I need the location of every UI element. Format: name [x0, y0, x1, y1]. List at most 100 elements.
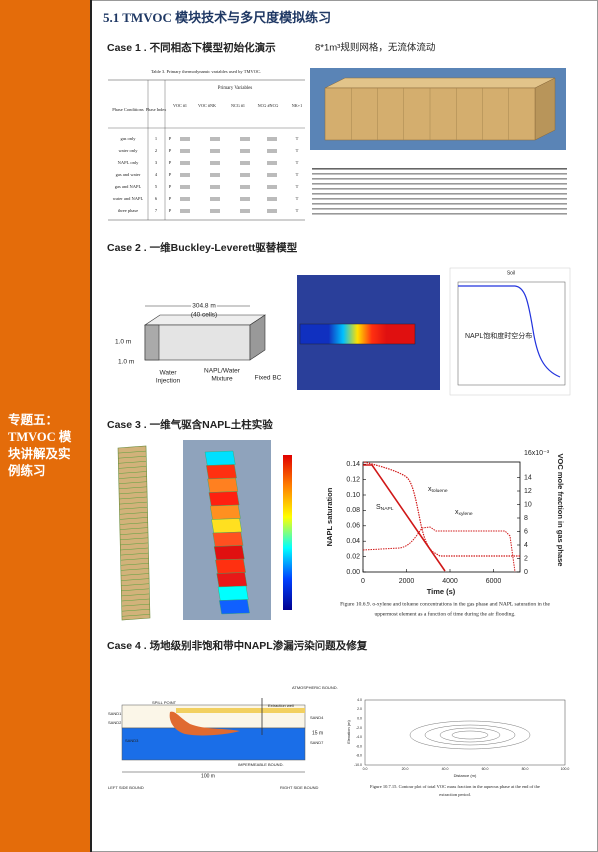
- table-cell: T: [296, 172, 299, 177]
- x-tick-label: 80.0: [522, 767, 529, 771]
- diagram-label: RIGHT SIDE BOUND: [280, 785, 318, 790]
- curve-xylene: [362, 526, 516, 573]
- table-cell: three phase: [118, 208, 138, 213]
- table-symbol: [180, 137, 190, 141]
- y-tick-label: -10.0: [354, 763, 362, 767]
- y-tick-label: 4.0: [357, 698, 362, 702]
- color-bar: [283, 455, 292, 610]
- case-note: 8*1m³规则网格，无流体流动: [315, 42, 435, 54]
- grid-top: [324, 77, 556, 89]
- curve-label-main: x: [455, 509, 459, 516]
- soil-layer: [120, 547, 149, 551]
- table-cell: NAPL only: [118, 160, 139, 165]
- soil-layer: [121, 583, 150, 586]
- soil-layer: [118, 466, 147, 469]
- diagram-label: Injection: [156, 378, 181, 385]
- soil-layer: [120, 568, 149, 571]
- table-symbol: [180, 161, 190, 165]
- diagram-label: 304.8 m: [192, 303, 216, 310]
- diagram-label: NAPL/Water: [204, 368, 241, 375]
- table-cell: 5: [155, 184, 158, 189]
- y-tick-label: 0.08: [346, 507, 360, 514]
- table-cell: P: [169, 136, 172, 141]
- table-symbol: [267, 161, 277, 165]
- figure-caption: Figure 10.7.15. Contour plot of total VO…: [370, 784, 540, 789]
- table-symbol: [210, 185, 220, 189]
- diagram-label: IMPERMEABLE BOUND.: [238, 762, 284, 767]
- table-symbol: [240, 209, 250, 213]
- diagram-label: SAND4: [310, 715, 324, 720]
- table-cell: T: [296, 184, 299, 189]
- plot-title: Soil: [507, 270, 515, 276]
- soil-curve: [458, 285, 561, 378]
- soil-layer: [119, 517, 148, 520]
- saturation-strip: [299, 323, 416, 345]
- diagram-label: (40 cells): [191, 312, 217, 319]
- column-cell: [219, 599, 250, 615]
- curve-label: xxylene: [455, 509, 473, 518]
- soil-layer: [120, 537, 149, 541]
- curve-toluene: [363, 461, 520, 557]
- y-axis-label: Elevation (m): [346, 720, 351, 744]
- table-symbol: [267, 173, 277, 177]
- column-cell: [215, 558, 246, 574]
- table-symbol: [267, 209, 277, 213]
- soil-layer: [121, 593, 150, 597]
- soil-layer: [119, 501, 148, 505]
- plot-note: NAPL饱和度时空分布: [465, 331, 532, 340]
- diagram-label: SAND1: [108, 711, 122, 716]
- contour-line: [409, 720, 531, 750]
- column-cell: [213, 545, 245, 561]
- table-cell: T: [296, 160, 299, 165]
- diagram-label: 1.0 m: [118, 359, 134, 366]
- soil-layer: [118, 461, 147, 464]
- table-subheader: NK+1: [292, 103, 303, 108]
- diagram-label: ATMOSPHERIC BOUND.: [292, 685, 338, 690]
- figure-caption: uppermost element as a function of time …: [375, 610, 517, 617]
- column-cell: [206, 464, 237, 480]
- soil-layer: [118, 450, 147, 454]
- table-cell: 6: [155, 196, 158, 201]
- x-tick-label: 6000: [486, 578, 502, 585]
- output-row: [312, 168, 567, 170]
- curve-label-main: S: [376, 504, 381, 511]
- table-cell: T: [296, 148, 299, 153]
- output-row: [312, 213, 567, 215]
- napl-plume: [169, 711, 240, 736]
- output-row: [312, 198, 567, 200]
- table-subheader: VOC #1: [173, 103, 187, 108]
- table-header: Primary Variables: [218, 86, 253, 91]
- y-tick-label: 0.04: [346, 538, 360, 545]
- diagram-label: 100 m: [201, 773, 215, 779]
- output-row: [312, 208, 567, 210]
- diagram-label: SAND3: [125, 738, 139, 743]
- curve-label-sub: toluene: [432, 488, 448, 494]
- table-symbol: [240, 197, 250, 201]
- soil-layer: [121, 614, 150, 617]
- y-tick-label: -4.0: [356, 735, 362, 739]
- table-symbol: [180, 173, 190, 177]
- x-tick-label: 60.0: [482, 767, 489, 771]
- table-symbol: [240, 149, 250, 153]
- column-cell: [208, 491, 240, 507]
- diagram-label: Extraction well: [268, 703, 294, 708]
- output-row: [312, 178, 567, 180]
- x-tick-label: 0: [361, 578, 365, 585]
- sidebar-title: TMVOC 模: [8, 429, 72, 444]
- diagram-label: Mixture: [211, 376, 233, 383]
- table-cell: P: [169, 160, 172, 165]
- column-cell: [211, 518, 243, 534]
- soil-layer: [118, 476, 147, 479]
- table-symbol: [210, 197, 220, 201]
- soil-layer: [120, 542, 149, 546]
- column-cell: [217, 585, 249, 601]
- table-symbol: [240, 185, 250, 189]
- table-symbol: [267, 137, 277, 141]
- table-cell: 7: [155, 208, 158, 213]
- table-symbol: [210, 149, 220, 153]
- soil-layer: [120, 573, 150, 576]
- y-axis-label: NAPL saturation: [325, 487, 334, 546]
- figure-caption: Figure 10.6.9. o-xylene and toluene conc…: [340, 601, 550, 607]
- x-tick-label: 20.0: [402, 767, 409, 771]
